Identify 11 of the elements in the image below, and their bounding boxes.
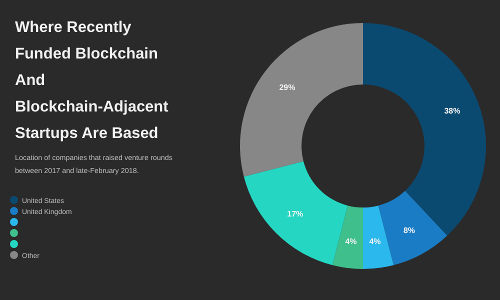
data-label: 17% bbox=[287, 210, 304, 219]
donut-slice bbox=[240, 23, 363, 177]
donut-slice bbox=[363, 206, 394, 269]
text: Where Recently Funded Blockchain And Blockchain-Adjacent Startups Are Based bbox=[15, 19, 168, 142]
data-label: 8% bbox=[403, 226, 415, 235]
data-label: 4% bbox=[369, 236, 381, 246]
data-label: 38% bbox=[444, 106, 460, 116]
donut-slice bbox=[363, 23, 486, 236]
data-label: 29% bbox=[279, 83, 296, 92]
data-label: 4% bbox=[345, 236, 357, 246]
donut-slice bbox=[332, 206, 363, 269]
